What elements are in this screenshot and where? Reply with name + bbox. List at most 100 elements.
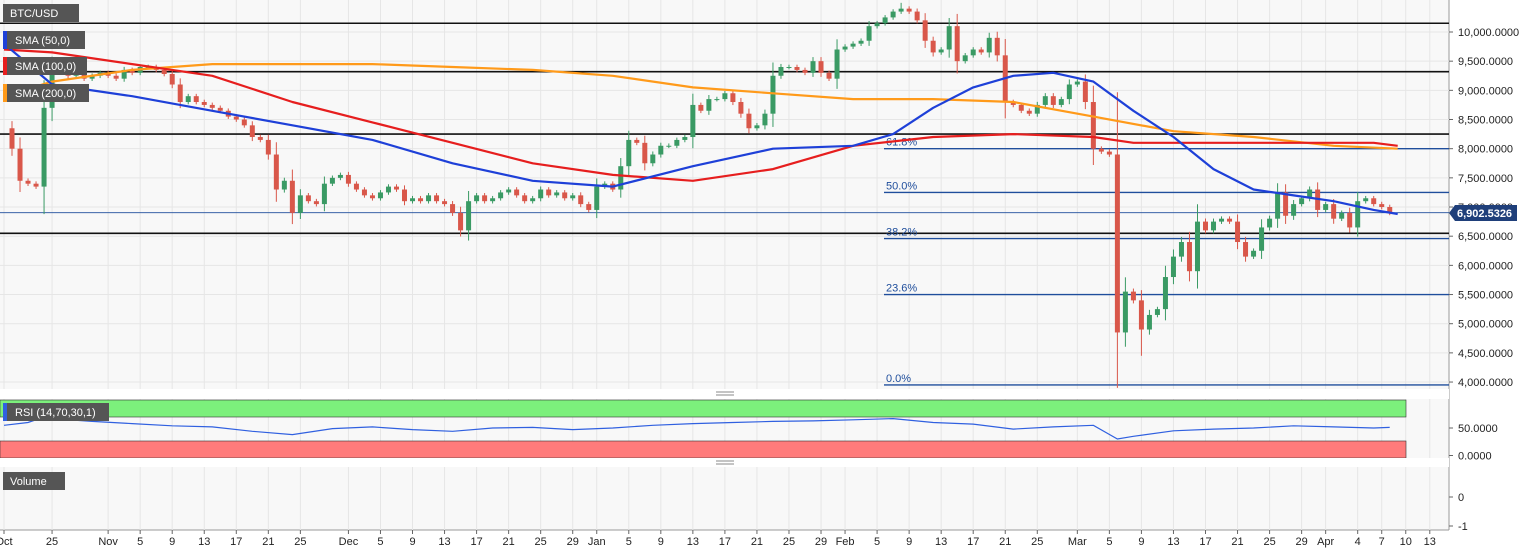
candle-body [586,204,592,210]
rsi-label: RSI (14,70,30,1) [15,407,96,419]
candle-body [1162,277,1168,310]
candle-body [1010,102,1016,105]
candle-body [946,26,952,50]
candle-body [898,8,904,12]
x-tick-label: 13 [438,536,450,548]
x-tick-label: 5 [377,536,383,548]
candle-body [1331,204,1337,219]
candle-body [1259,227,1265,251]
legend-symbol[interactable]: BTC/USD [3,4,79,22]
candle-body [434,195,440,202]
sma200-label: SMA (200,0) [15,88,76,100]
x-tick-label: 13 [687,536,699,548]
candle-body [1243,242,1249,257]
candle-body [1347,212,1353,228]
candle-body [185,96,191,103]
rsi-tick-label: 50.0000 [1458,423,1498,435]
candle-body [17,148,23,181]
candle-body [858,40,864,44]
candle-body [658,145,664,155]
candle-body [810,61,816,73]
grid [0,0,1449,530]
candle-body [1194,221,1200,272]
y-tick-label: 4,500.0000 [1458,348,1513,360]
volume-tick-label: -1 [1458,521,1468,533]
pane-resize-handle-rsi[interactable] [0,389,1449,399]
candle-body [738,102,744,114]
candle-body [1186,242,1192,272]
candle-body [786,67,792,69]
y-tick-label: 4,000.0000 [1458,377,1513,389]
pane-resize-handle-volume[interactable] [0,458,1449,467]
candle-body [418,198,424,202]
sma100-label: SMA (100,0) [15,61,76,73]
legend-sma50[interactable]: SMA (50,0) [3,31,85,49]
candle-body [466,201,472,231]
x-tick-label: 29 [815,536,827,548]
current-price-tag: 6,902.5326 [1449,205,1517,221]
candle-body [978,49,984,53]
rsi-series-line[interactable] [3,416,1390,440]
sma50-line[interactable] [3,42,1398,216]
fib-level-label: 23.6% [886,283,917,295]
y-tick-label: 10,000.0000 [1458,27,1519,39]
candle-body [1090,102,1096,149]
candle-body [770,75,776,114]
y-tick-label: 5,000.0000 [1458,319,1513,331]
candle-body [778,67,784,76]
x-tick-label: 7 [1379,536,1385,548]
candle-body [666,145,672,147]
candle-body [249,125,255,138]
candle-body [1363,198,1369,202]
candle-body [970,49,976,56]
legend-sma100[interactable]: SMA (100,0) [3,57,87,75]
x-tick-label: 5 [1106,536,1112,548]
candle-body [826,72,832,79]
candle-body [1211,221,1217,231]
legend-rsi[interactable]: RSI (14,70,30,1) [3,403,109,421]
candle-body [730,93,736,103]
candle-body [81,72,87,79]
candle-body [393,186,399,190]
sma100-line[interactable] [3,48,1398,182]
candle-body [938,49,944,53]
candle-body [562,192,568,199]
x-tick-label: 21 [999,536,1011,548]
sma200-line[interactable] [3,62,1398,150]
candle-body [994,37,1000,56]
candle-body [1283,192,1289,216]
candle-body [233,116,239,120]
x-tick-label: 5 [874,536,880,548]
horizontal-levels [0,22,1449,235]
x-tick-label: Nov [98,536,118,548]
candle-body [506,189,512,193]
candle-body [690,104,696,138]
x-tick-label: 17 [719,536,731,548]
legend-sma200[interactable]: SMA (200,0) [3,84,89,102]
candle-body [618,166,624,190]
candle-body [193,96,199,103]
candle-body [498,192,504,199]
candle-body [129,69,135,73]
candle-body [530,198,536,202]
candle-body [1323,204,1329,210]
candle-body [201,102,207,105]
candle-body [1106,151,1112,155]
sma50-label: SMA (50,0) [15,35,70,47]
candle-body [1387,207,1393,213]
x-tick-label: Feb [836,536,855,548]
candle-body [626,139,632,167]
legend-volume[interactable]: Volume [3,472,65,490]
candle-body [337,174,343,178]
candle-body [962,55,968,62]
y-tick-label: 5,500.0000 [1458,290,1513,302]
candle-body [169,74,175,85]
y-tick-label: 6,000.0000 [1458,260,1513,272]
candle-body [321,183,327,205]
candle-body [297,195,303,213]
candle-body [954,26,960,62]
candle-body [650,154,656,164]
x-tick-label: 21 [1231,536,1243,548]
x-tick-label: Jan [588,536,606,548]
candle-body [1082,81,1088,103]
